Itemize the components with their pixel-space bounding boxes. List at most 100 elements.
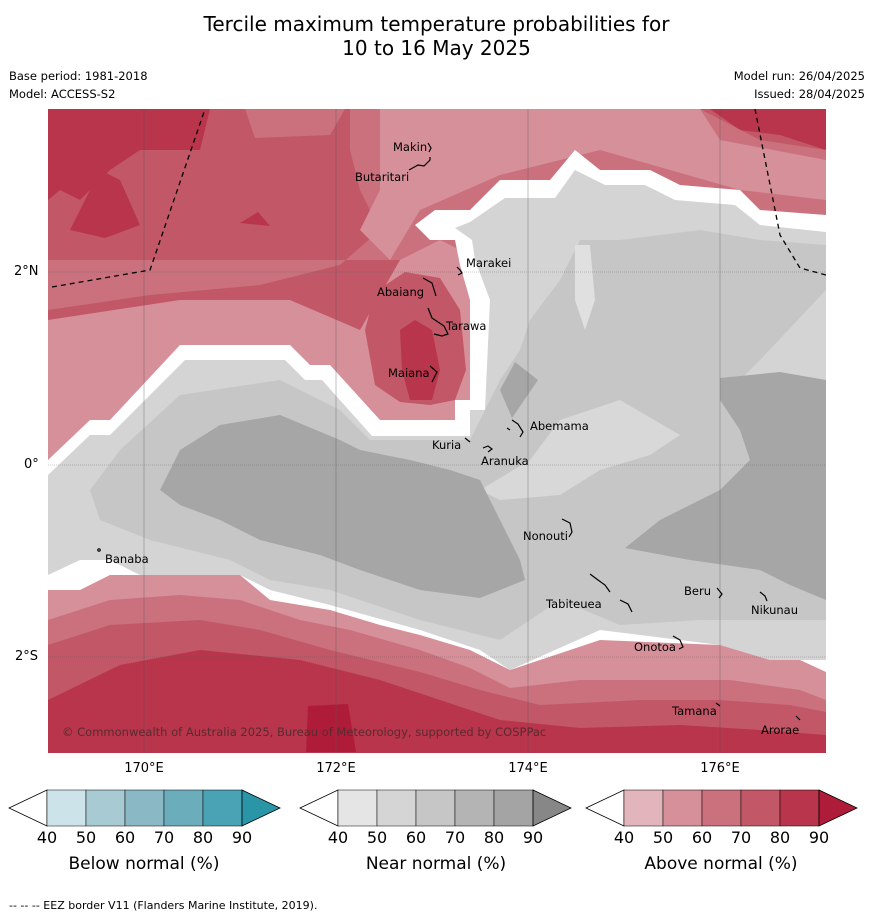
chart-title: Tercile maximum temperature probabilitie…: [0, 12, 873, 60]
colorbar-tick-label: 90: [808, 828, 830, 847]
colorbar-segment: [124, 789, 165, 827]
colorbar-tick-label: 80: [483, 828, 505, 847]
graticule: [48, 109, 826, 753]
place-label: Makin: [393, 140, 428, 154]
colorbar-label-below: Below normal (%): [68, 854, 220, 874]
colorbar-tick-label: 50: [366, 828, 388, 847]
field-above-80-ne: [710, 109, 826, 150]
colorbar-tick-label: 50: [652, 828, 674, 847]
colorbar-tick-label: 60: [405, 828, 427, 847]
eez-border-west: [51, 109, 206, 288]
lon-label-174e: 174°E: [508, 761, 548, 776]
title-line-1: Tercile maximum temperature probabilitie…: [203, 12, 670, 36]
field-near-70-small: [500, 362, 538, 418]
meta-right: Model run: 26/04/2025 Issued: 28/04/2025: [734, 67, 865, 103]
place-label: Abemama: [530, 419, 589, 433]
colorbar-segment: [701, 789, 742, 827]
field-above-90-south: [306, 704, 356, 752]
field-near-40-a: [575, 245, 595, 330]
colorbar-tick-label: 80: [192, 828, 214, 847]
place-label: Nikunau: [751, 603, 799, 617]
lon-label-176e: 176°E: [700, 761, 740, 776]
colorbar-under-triangle: [8, 789, 48, 827]
place-label: Tabiteuea: [546, 597, 602, 611]
colorbar-tick-label: 60: [691, 828, 713, 847]
colorbar-label-near: Near normal (%): [365, 854, 507, 874]
field-above-50-north: [360, 109, 826, 260]
colorbar-segment: [662, 789, 703, 827]
colorbar-segment: [415, 789, 456, 827]
meta-left: Base period: 1981-2018 Model: ACCESS-S2: [9, 67, 148, 103]
colorbar-segment: [85, 789, 126, 827]
colorbar-segment: [376, 789, 417, 827]
colorbar-tick-label: 60: [114, 828, 136, 847]
place-label: Tamana: [672, 704, 717, 718]
colorbar-tick-label: 80: [769, 828, 791, 847]
field-near-70-east: [625, 372, 826, 600]
colorbar-tick-label: 50: [75, 828, 97, 847]
lon-label-170e: 170°E: [124, 761, 164, 776]
field-above-80-nw-blob: [70, 170, 140, 238]
field-above-80-nw: [48, 109, 210, 200]
place-label: Banaba: [105, 552, 149, 566]
place-label: Kuria: [432, 438, 462, 452]
eez-border-east: [754, 109, 826, 276]
colorbar-segment: [623, 789, 664, 827]
field-above-60-top: [245, 109, 345, 138]
colorbar-tick-label: 40: [613, 828, 635, 847]
field-above-80-tarawa: [400, 320, 440, 400]
field-near-70-west: [160, 415, 525, 598]
model-run: Model run: 26/04/2025: [733, 69, 865, 83]
lat-label-0: 0°: [24, 457, 39, 472]
colorbar-segment: [454, 789, 495, 827]
map-fields: [48, 109, 826, 753]
colorbar-over-triangle: [818, 789, 858, 827]
place-label: Nonouti: [523, 529, 568, 543]
colorbar-tick-label: 90: [231, 828, 253, 847]
colorbar-tick-label: 70: [730, 828, 752, 847]
place-label: Aranuka: [481, 454, 529, 468]
colorbar-tick-label: 40: [327, 828, 349, 847]
issued-date: Issued: 28/04/2025: [754, 87, 865, 101]
copyright-notice: © Commonwealth of Australia 2025, Bureau…: [62, 725, 547, 739]
colorbar-near: [299, 789, 572, 827]
colorbar-segment: [202, 789, 243, 827]
colorbar-segment: [779, 789, 820, 827]
colorbar-label-above: Above normal (%): [644, 854, 798, 874]
colorbar-above: [585, 789, 858, 827]
lon-label-172e: 172°E: [316, 761, 356, 776]
islands: [97, 142, 801, 721]
eez-footnote: -- -- -- EEZ border V11 (Flanders Marine…: [9, 899, 318, 912]
field-near-40-b: [480, 400, 680, 500]
colorbar-segment: [493, 789, 534, 827]
place-label: Marakei: [466, 256, 512, 270]
place-label: Arorae: [761, 723, 800, 737]
lat-label-2s: 2°S: [15, 649, 39, 664]
colorbar-segment: [337, 789, 378, 827]
place-label: Butaritari: [355, 170, 410, 184]
place-label: Maiana: [388, 366, 430, 380]
model-name: Model: ACCESS-S2: [9, 87, 116, 101]
colorbar-segment: [163, 789, 204, 827]
colorbar-segment: [46, 789, 87, 827]
colorbar-over-triangle: [241, 789, 281, 827]
colorbar-under-triangle: [299, 789, 339, 827]
field-above-80-south: [48, 650, 826, 753]
field-above-80-small: [240, 212, 270, 226]
place-label: Beru: [684, 584, 711, 598]
colorbar-tick-label: 90: [522, 828, 544, 847]
place-label: Onotoa: [634, 640, 676, 654]
title-line-2: 10 to 16 May 2025: [342, 36, 531, 60]
colorbar-over-triangle: [532, 789, 572, 827]
colorbar-tick-label: 40: [36, 828, 58, 847]
colorbar-under-triangle: [585, 789, 625, 827]
lat-label-2n: 2°N: [14, 264, 39, 279]
colorbar-below: [8, 789, 281, 827]
colorbar-tick-label: 70: [153, 828, 175, 847]
colorbar-segment: [740, 789, 781, 827]
colorbars: [8, 789, 858, 827]
place-label: Abaiang: [377, 285, 425, 299]
place-label: Tarawa: [446, 319, 487, 333]
colorbar-tick-label: 70: [444, 828, 466, 847]
